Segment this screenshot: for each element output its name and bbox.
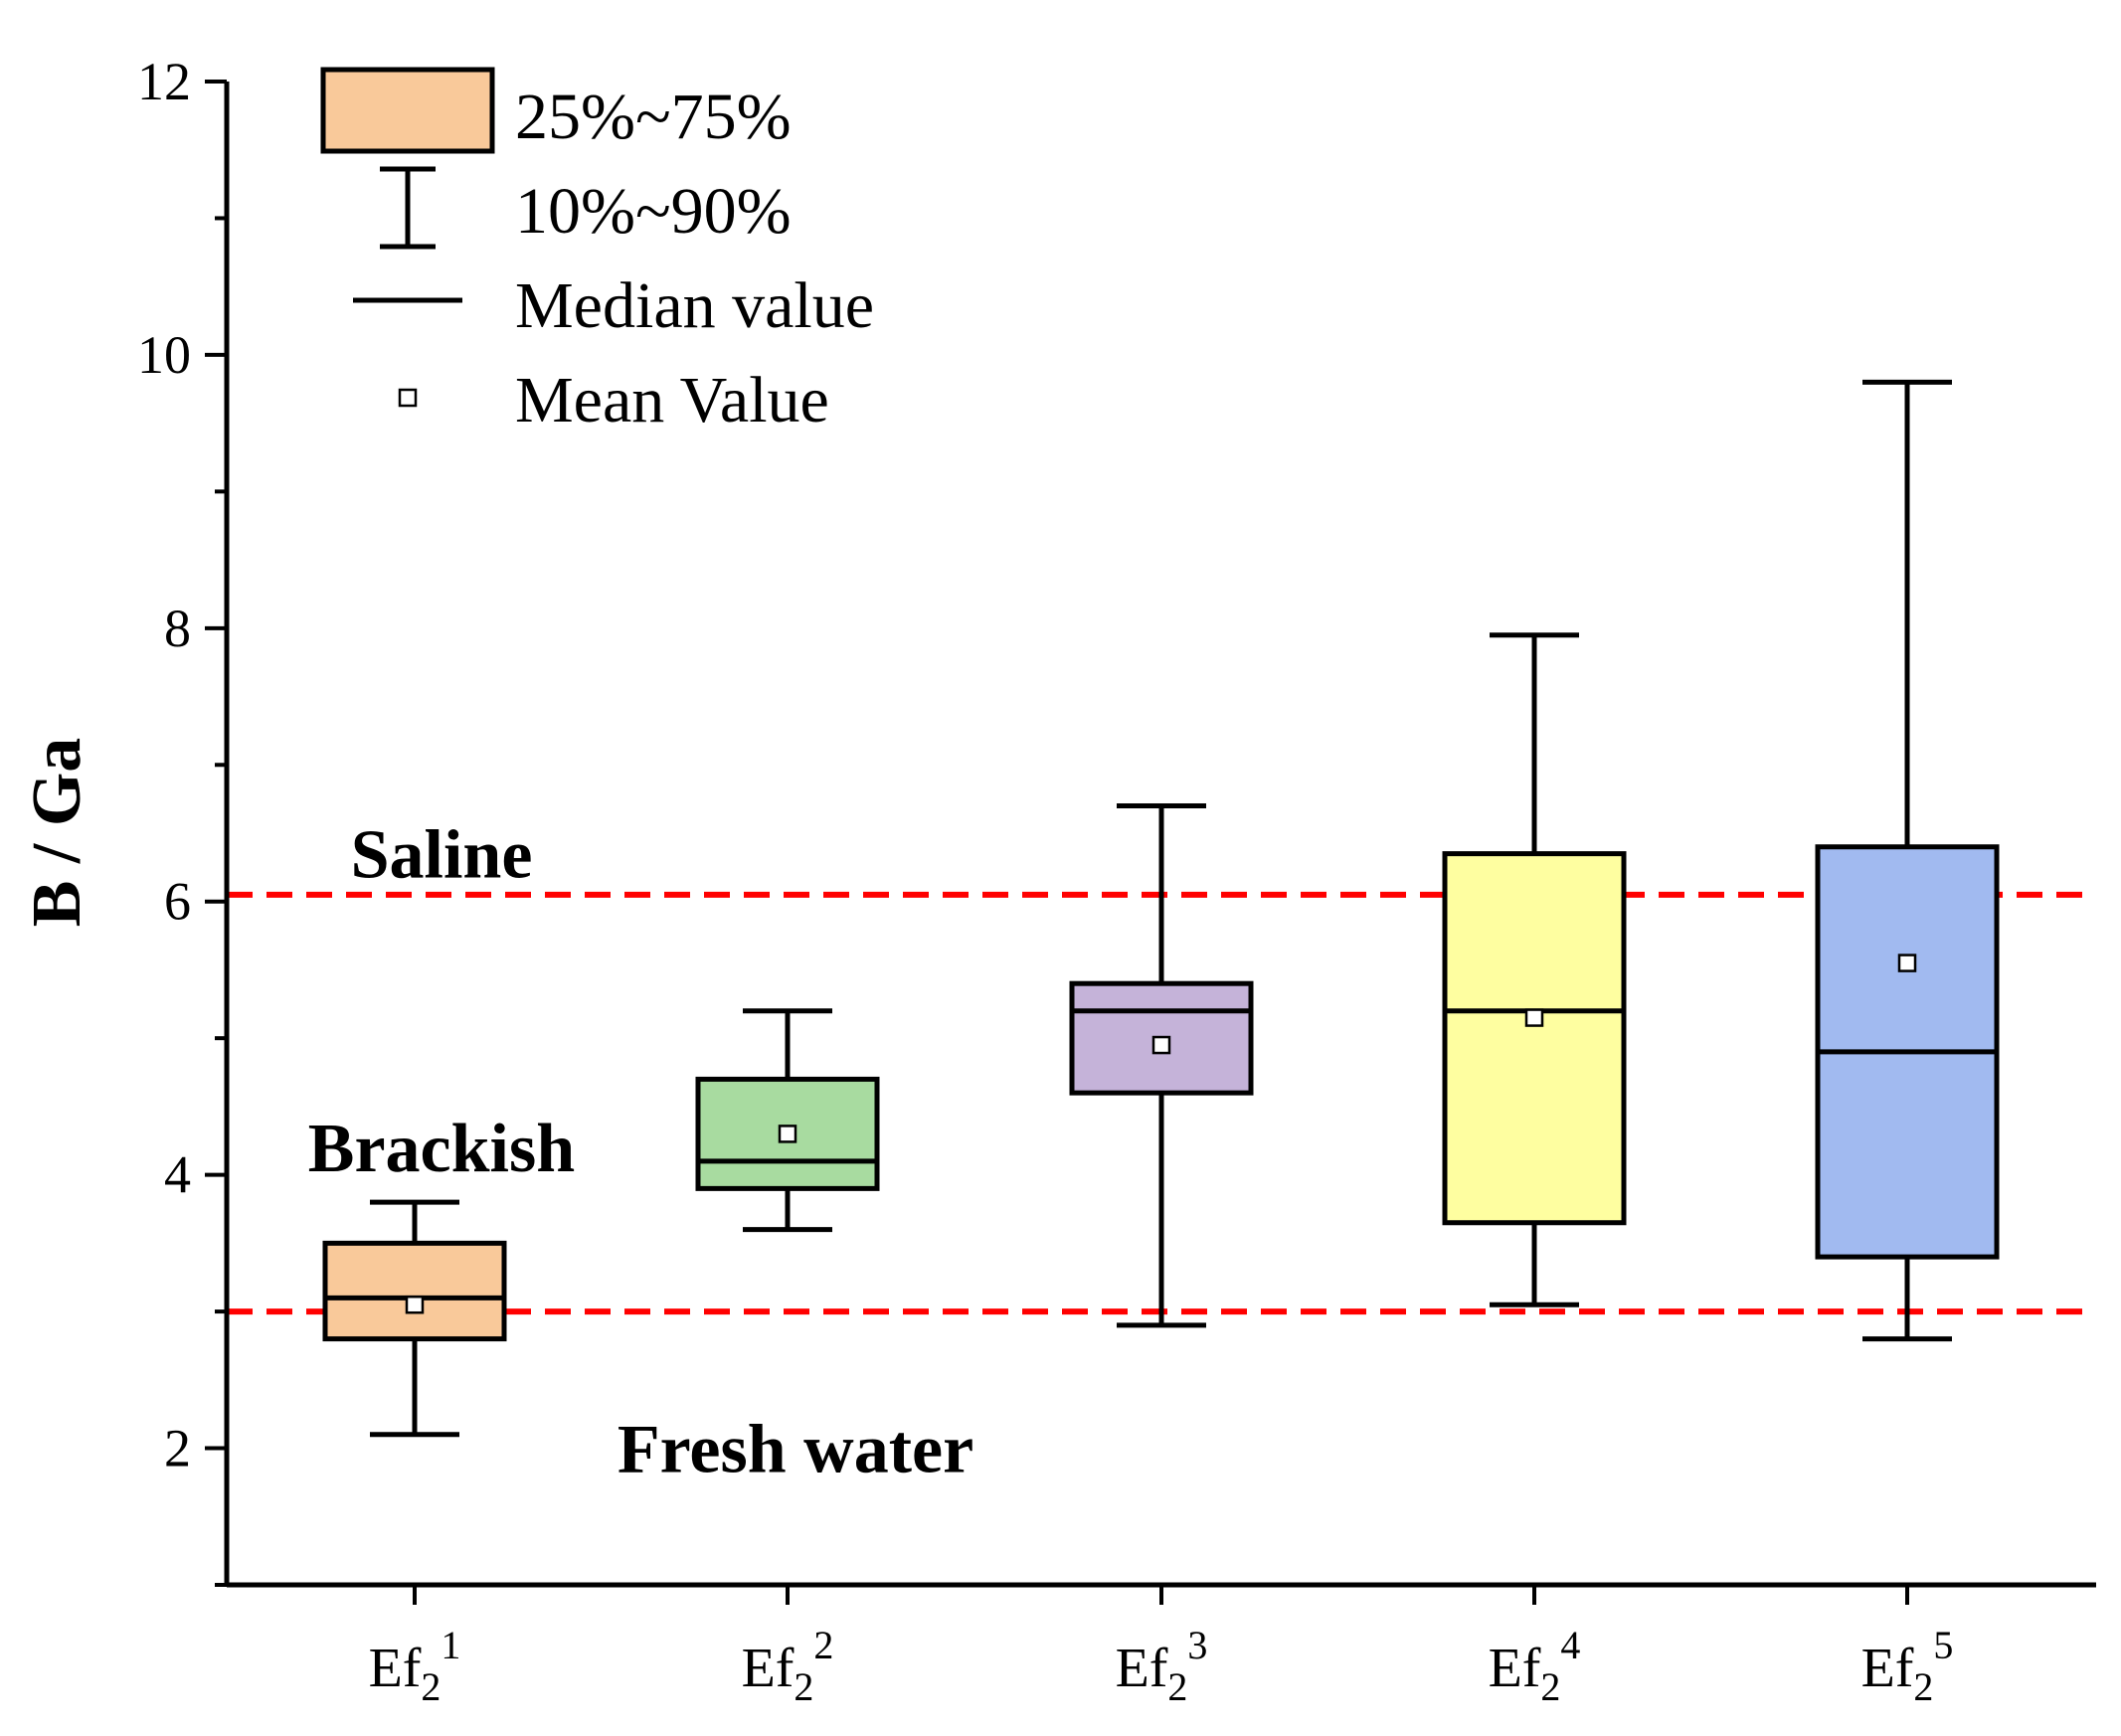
box-2 — [695, 1008, 880, 1233]
box-iqr — [1442, 851, 1627, 1226]
y-tick-label: 10 — [137, 325, 191, 385]
y-tick-label: 2 — [164, 1419, 191, 1478]
category-subscript: 2 — [1913, 1664, 1933, 1709]
legend-mean-symbol — [398, 388, 418, 408]
box-iqr — [322, 1240, 507, 1342]
mean-marker — [1524, 1008, 1544, 1027]
category-superscript: 1 — [441, 1623, 460, 1667]
legend-item-4: Mean Value — [398, 364, 829, 436]
box-5 — [1815, 379, 2000, 1342]
category-superscript: 5 — [1933, 1623, 1953, 1667]
legend-label: 25%~75% — [515, 81, 792, 153]
category-base: Ef — [1489, 1638, 1541, 1699]
y-tick-label: 12 — [137, 52, 191, 111]
legend-label: 10%~90% — [515, 175, 792, 248]
legend-label: Mean Value — [515, 364, 829, 436]
category-superscript: 4 — [1560, 1623, 1580, 1667]
category-subscript: 2 — [1540, 1664, 1560, 1709]
box-1 — [322, 1199, 507, 1438]
legend-label: Median value — [515, 269, 874, 342]
category-subscript: 2 — [421, 1664, 441, 1709]
legend: 25%~75% 10%~90% Median value Mean Value — [320, 67, 874, 436]
legend-box-symbol — [320, 67, 495, 154]
legend-item-3: Median value — [353, 269, 874, 342]
x-tick-label: Ef22 — [742, 1623, 834, 1709]
category-base: Ef — [1861, 1638, 1914, 1699]
y-axis-title: B / Ga — [19, 738, 95, 928]
zone-labels: Saline Brackish Fresh water — [308, 817, 973, 1488]
x-tick-label: Ef24 — [1489, 1623, 1581, 1709]
category-base: Ef — [742, 1638, 795, 1699]
legend-item-1: 25%~75% — [320, 67, 792, 154]
zone-label-1: Saline — [351, 817, 533, 894]
mean-marker — [1151, 1035, 1171, 1055]
category-base: Ef — [1116, 1638, 1168, 1699]
box-3 — [1069, 803, 1254, 1328]
mean-marker — [405, 1295, 425, 1314]
category-superscript: 2 — [813, 1623, 833, 1667]
mean-marker — [1897, 954, 1917, 972]
legend-item-2: 10%~90% — [380, 166, 792, 250]
y-tick-label: 8 — [164, 599, 191, 658]
category-base: Ef — [369, 1638, 422, 1699]
x-tick-label: Ef25 — [1861, 1623, 1954, 1709]
x-tick-label: Ef23 — [1116, 1623, 1208, 1709]
mean-marker — [778, 1125, 797, 1143]
category-superscript: 3 — [1187, 1623, 1207, 1667]
zone-label-2: Brackish — [308, 1111, 575, 1187]
category-subscript: 2 — [1167, 1664, 1187, 1709]
x-tick-label: Ef21 — [369, 1623, 461, 1709]
box-series — [322, 379, 2000, 1438]
y-tick-label: 6 — [164, 872, 191, 932]
y-tick-label: 4 — [164, 1145, 191, 1205]
zone-label-3: Fresh water — [618, 1412, 973, 1488]
category-subscript: 2 — [794, 1664, 813, 1709]
box-4 — [1442, 632, 1627, 1307]
